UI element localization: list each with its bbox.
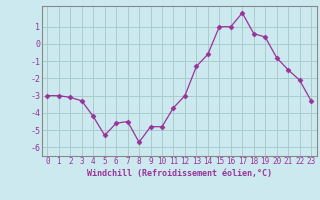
X-axis label: Windchill (Refroidissement éolien,°C): Windchill (Refroidissement éolien,°C) [87,169,272,178]
